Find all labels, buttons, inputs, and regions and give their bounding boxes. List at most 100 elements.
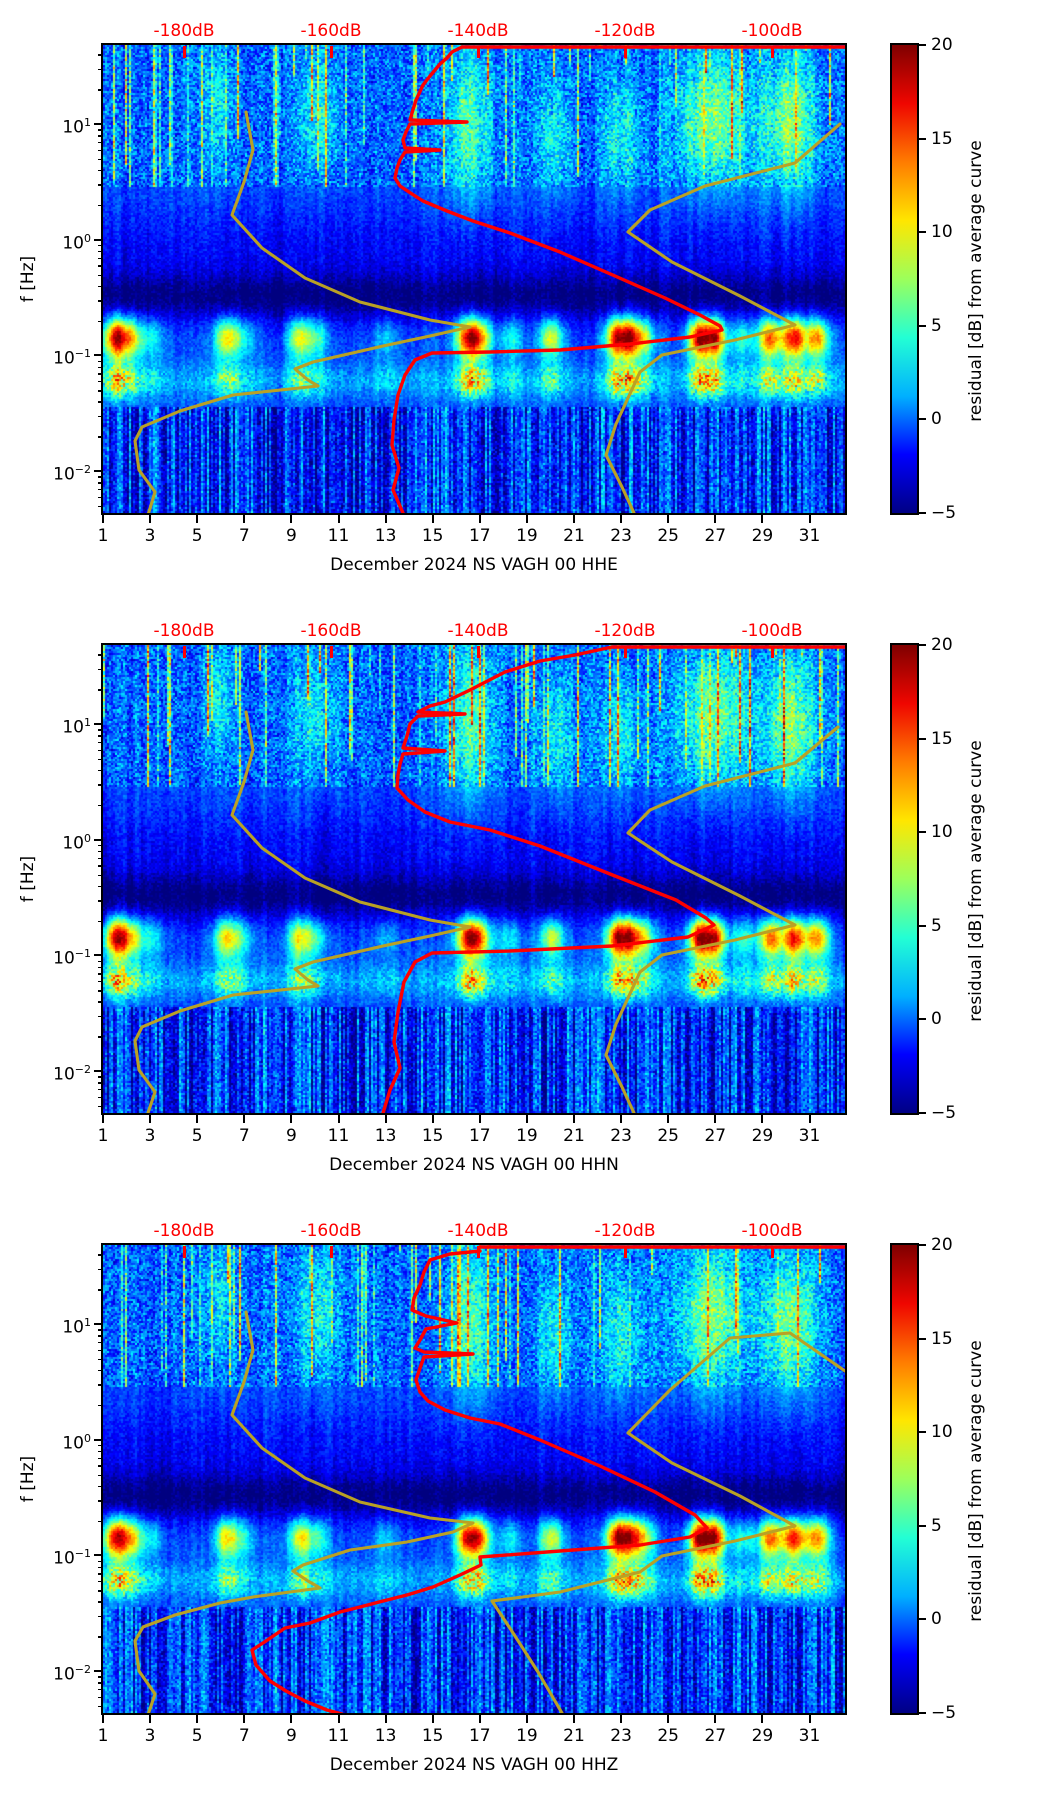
y-minor-tick (98, 741, 103, 744)
x-tick (620, 515, 623, 523)
y-major-tick (94, 239, 103, 241)
x-tick (102, 1715, 104, 1723)
y-tick-label: 10−2 (53, 1663, 91, 1685)
y-minor-tick (98, 1341, 103, 1344)
y-tick-label: 101 (62, 1316, 91, 1338)
colorbar-tick-label: 5 (931, 915, 942, 936)
y-minor-tick (98, 1520, 103, 1522)
y-minor-tick (98, 244, 103, 247)
x-tick-label: 31 (798, 526, 821, 546)
y-major-tick (94, 470, 103, 472)
y-minor-tick (98, 1485, 103, 1488)
y-minor-tick (98, 415, 103, 418)
y-minor-tick (98, 966, 103, 968)
y-minor-tick (98, 489, 103, 491)
y-minor-tick (98, 204, 103, 207)
y-tick-label: 100 (62, 1432, 91, 1454)
y-minor-tick (98, 1036, 103, 1038)
x-tick-label: 17 (468, 1126, 491, 1146)
y-minor-tick (98, 68, 103, 71)
y-minor-tick (98, 496, 103, 499)
x-tick-label: 15 (421, 1126, 444, 1146)
colorbar-tick (919, 1712, 926, 1714)
x-tick-label: 11 (327, 1726, 350, 1746)
spectrogram-canvas-2 (103, 645, 845, 1113)
top-db-label: -180dB (153, 621, 215, 641)
colorbar-tick-label: −5 (931, 1703, 957, 1723)
y-major-tick (94, 1554, 103, 1556)
colorbar-tick (919, 1337, 926, 1340)
x-tick-label: 13 (374, 1126, 397, 1146)
y-minor-tick (98, 920, 103, 922)
x-tick-label: 1 (97, 1126, 109, 1146)
top-db-tick (182, 46, 186, 58)
y-minor-tick (98, 381, 103, 383)
colorbar-3 (890, 1243, 919, 1715)
x-tick-label: 11 (327, 1126, 350, 1146)
x-tick-label: 29 (751, 1726, 774, 1746)
x-tick (620, 1115, 623, 1123)
y-minor-tick (98, 668, 103, 671)
y-minor-tick (98, 1566, 103, 1568)
x-tick-label: 29 (751, 526, 774, 546)
y-minor-tick (98, 960, 103, 963)
colorbar-tick (919, 644, 926, 646)
y-minor-tick (98, 1676, 103, 1678)
y-minor-tick (98, 1457, 103, 1459)
colorbar-tick-label: −5 (931, 503, 957, 523)
x-tick (384, 1115, 387, 1123)
x-tick-label: 29 (751, 1126, 774, 1146)
y-minor-tick (98, 141, 103, 144)
x-tick (761, 1715, 764, 1723)
x-tick-label: 13 (374, 526, 397, 546)
y-minor-tick (98, 436, 103, 438)
y-minor-tick (98, 401, 103, 403)
x-tick-label: 7 (238, 1726, 250, 1746)
x-tick-label: 9 (285, 526, 297, 546)
y-major-tick (94, 1439, 103, 1441)
x-tick (290, 1715, 293, 1723)
top-db-tick (623, 646, 627, 658)
colorbar-2 (890, 643, 919, 1115)
y-minor-tick (98, 1082, 103, 1084)
colorbar-tick-label: 20 (931, 635, 953, 655)
colorbar-tick (919, 137, 926, 140)
x-tick (620, 1715, 623, 1723)
colorbar-tick-label: 0 (931, 409, 942, 430)
x-tick-label: 15 (421, 1726, 444, 1746)
x-tick (243, 515, 246, 523)
colorbar-tick-label: 0 (931, 1009, 942, 1030)
top-db-tick (329, 1246, 333, 1258)
x-tick (290, 1115, 293, 1123)
top-db-tick (476, 46, 480, 58)
y-minor-tick (98, 749, 103, 752)
y-minor-tick (98, 1335, 103, 1337)
top-db-tick (476, 1246, 480, 1258)
x-tick-label: 15 (421, 526, 444, 546)
y-minor-tick (98, 654, 103, 656)
x-tick (102, 515, 104, 523)
top-db-label: -180dB (153, 1221, 215, 1241)
x-tick (102, 1115, 104, 1123)
x-tick-label: 7 (238, 1126, 250, 1146)
x-tick-label: 31 (798, 1726, 821, 1746)
y-major-tick (94, 1670, 103, 1672)
y-minor-tick (98, 320, 103, 322)
x-tick-label: 25 (657, 1726, 679, 1746)
y-minor-tick (98, 1384, 103, 1386)
colorbar-tick-label: 5 (931, 1515, 942, 1536)
y-minor-tick (98, 1289, 103, 1291)
colorbar-tick (919, 1112, 926, 1114)
x-tick-label: 21 (563, 1126, 585, 1146)
x-tick-label: 17 (468, 526, 491, 546)
x-tick (808, 1715, 811, 1723)
y-minor-tick (98, 1601, 103, 1603)
x-tick-label: 9 (285, 1126, 297, 1146)
y-minor-tick (98, 1636, 103, 1638)
x-tick-label: 23 (610, 1726, 632, 1746)
colorbar-tick (919, 1431, 926, 1434)
y-minor-tick (98, 1444, 103, 1447)
top-db-tick (770, 46, 774, 58)
x-tick (667, 1115, 670, 1123)
